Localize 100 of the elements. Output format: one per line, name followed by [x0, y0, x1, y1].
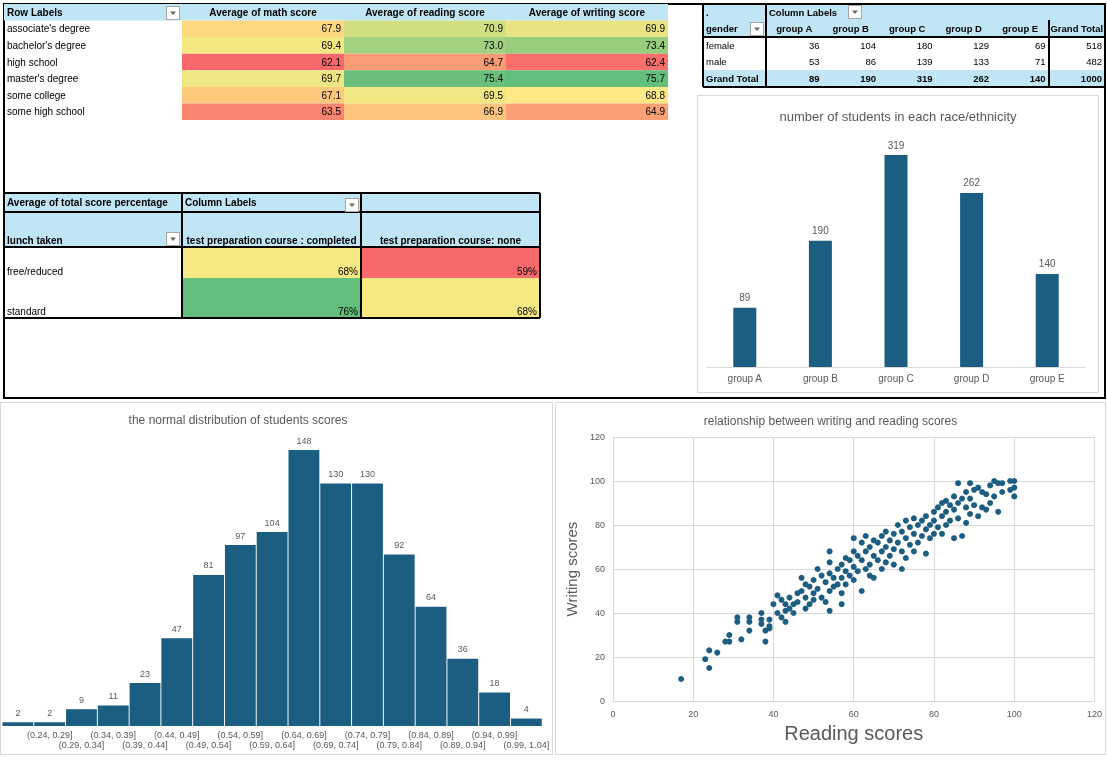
data-label: 319 — [916, 73, 933, 84]
data-label: 86 — [865, 56, 876, 68]
data-label: 64 — [426, 592, 437, 603]
x-tick-label: (0.99, 1.04] — [503, 739, 550, 750]
y-axis-title: Writing scores — [563, 521, 580, 617]
data-label: 190 — [860, 73, 876, 84]
data-label: 75.4 — [483, 73, 504, 85]
data-label: 68.8 — [645, 89, 666, 101]
x-tick-label: 0 — [610, 708, 616, 719]
data-label: 73.0 — [483, 39, 504, 51]
x-tick-label: Grand Total — [1050, 23, 1104, 34]
data-label: 69 — [1034, 39, 1046, 51]
y-tick-label: standard — [7, 305, 46, 317]
x-tick-label: (0.39, 0.44] — [122, 739, 168, 750]
data-label: 71 — [1034, 56, 1046, 68]
data-label: 2 — [15, 707, 21, 718]
data-label: 262 — [963, 177, 981, 189]
data-label: 97 — [235, 530, 246, 541]
data-label: 89 — [808, 73, 820, 84]
data-label: 62.1 — [321, 56, 342, 68]
x-tick-label: group D — [953, 372, 990, 384]
data-label: 81 — [203, 560, 214, 571]
data-label: 67.9 — [321, 23, 342, 35]
y-tick-label: 80 — [594, 520, 605, 530]
y-tick-label: male — [706, 56, 727, 68]
y-tick-label: 20 — [594, 652, 605, 662]
x-tick-label: Average of reading score — [365, 6, 486, 18]
y-tick-label: bachelor's degree — [7, 39, 87, 51]
data-label: 190 — [812, 225, 830, 237]
data-label: 47 — [171, 623, 182, 634]
y-tick-label: 120 — [589, 432, 605, 442]
x-tick-label: group C — [889, 23, 926, 34]
x-tick-label: Average of writing score — [528, 6, 646, 18]
x-tick-label: group D — [945, 23, 983, 34]
data-label: 69.4 — [321, 39, 342, 51]
x-tick-label: test preparation course : completed — [186, 234, 357, 246]
data-label: 1000 — [1080, 73, 1102, 84]
x-tick-label: (0.24, 0.29] — [26, 729, 73, 740]
data-label: 36 — [457, 644, 468, 655]
data-label: 130 — [359, 469, 375, 480]
y-axis-title: Row Labels — [7, 6, 63, 18]
data-label: 59% — [516, 265, 538, 277]
data-label: 2 — [47, 707, 53, 718]
x-tick-label: 20 — [688, 708, 699, 719]
data-label: 482 — [1086, 56, 1102, 68]
x-tick-label: (0.59, 0.64] — [249, 739, 295, 750]
y-tick-label: some high school — [7, 106, 85, 118]
x-tick-label: (0.29, 0.34] — [58, 739, 105, 750]
x-tick-label: (0.94, 0.99] — [471, 729, 518, 740]
chart-title: number of students in each race/ethnicity — [779, 109, 1018, 124]
data-label: 140 — [1038, 258, 1056, 270]
data-label: 130 — [328, 469, 344, 480]
data-label: 62.4 — [645, 56, 666, 68]
chart-title: . — [706, 6, 709, 18]
data-label: 92 — [394, 539, 405, 550]
data-label: 133 — [973, 56, 989, 68]
x-tick-label: (0.54, 0.59] — [217, 729, 264, 740]
x-tick-label: (0.69, 0.74] — [312, 739, 359, 750]
data-label: 68% — [337, 265, 359, 277]
data-label: 140 — [1029, 73, 1046, 84]
data-label: 64.7 — [483, 56, 504, 68]
x-tick-label: (0.64, 0.69] — [281, 729, 327, 740]
x-tick-label: (0.79, 0.84] — [376, 739, 423, 750]
data-label: 36 — [808, 39, 820, 51]
x-tick-label: group B — [802, 372, 839, 384]
y-tick-label: free/reduced — [7, 265, 64, 277]
x-tick-label: group E — [1029, 372, 1066, 384]
data-label: 262 — [973, 73, 989, 84]
x-tick-label: 100 — [1006, 708, 1022, 719]
data-label: 4 — [523, 704, 529, 715]
data-label: 69.5 — [483, 89, 504, 101]
y-tick-label: 60 — [594, 564, 605, 574]
x-tick-label: (0.74, 0.79] — [344, 729, 391, 740]
x-tick-label: test preparation course: none — [379, 234, 522, 246]
chart-title: the normal distribution of students scores — [128, 413, 348, 427]
x-tick-label: (0.84, 0.89] — [408, 729, 454, 740]
data-label: 9 — [78, 694, 84, 705]
y-tick-label: 0 — [599, 696, 605, 706]
y-tick-label: master's degree — [7, 73, 79, 85]
data-label: 76% — [337, 305, 359, 317]
data-label: 63.5 — [321, 106, 342, 118]
data-label: 180 — [916, 39, 933, 51]
x-axis-title: Column Labels — [769, 6, 838, 18]
x-tick-label: group A — [727, 372, 763, 384]
data-label: 75.7 — [645, 73, 666, 85]
x-tick-label: 40 — [768, 708, 779, 719]
data-label: 23 — [140, 668, 151, 679]
x-tick-label: group C — [878, 372, 914, 384]
chart-title: relationship between writing and reading scores — [703, 414, 958, 428]
data-label: 64.9 — [645, 106, 666, 118]
data-label: 73.4 — [645, 39, 666, 51]
x-tick-label: 60 — [848, 708, 859, 719]
data-label: 69.7 — [321, 73, 342, 85]
data-label: 68% — [516, 305, 538, 317]
x-tick-label: group B — [832, 23, 870, 34]
x-tick-label: (0.89, 0.94] — [440, 739, 486, 750]
x-axis-title: Reading scores — [784, 721, 924, 744]
data-label: 66.9 — [483, 106, 504, 118]
data-label: 69.9 — [645, 23, 666, 35]
data-label: 104 — [860, 39, 876, 51]
